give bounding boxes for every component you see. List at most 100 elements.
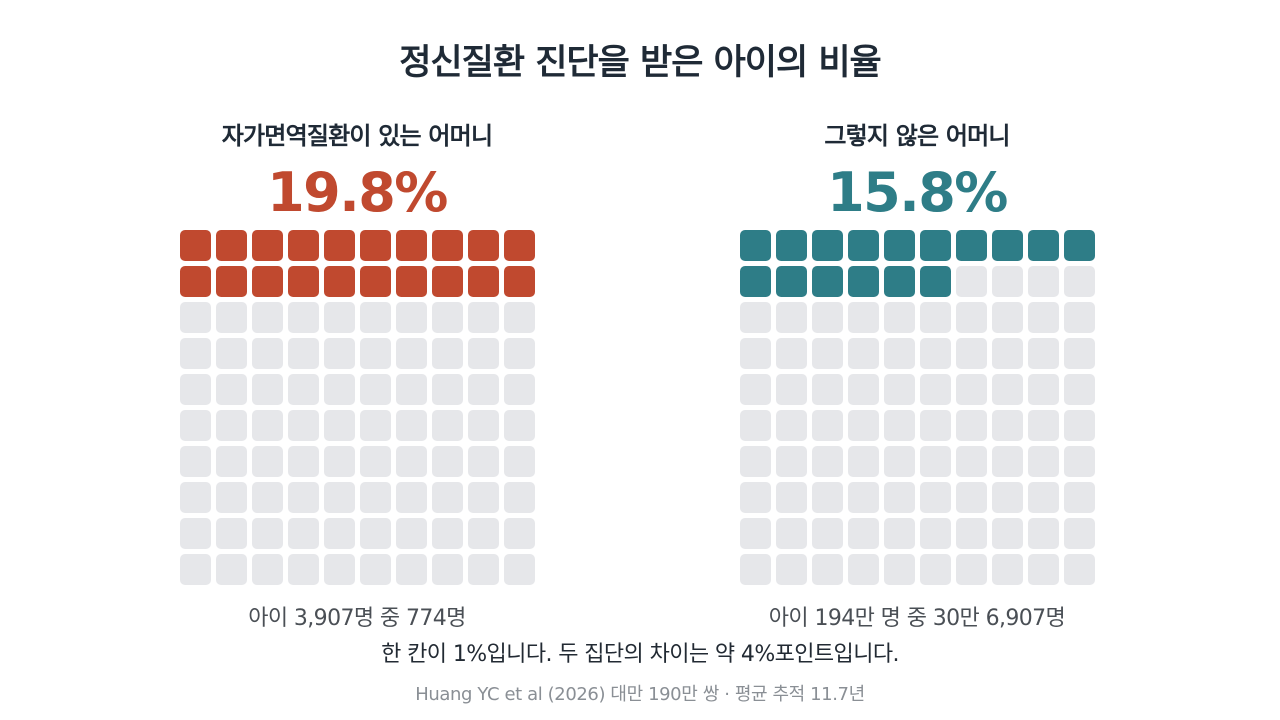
waffle-cell-empty <box>468 338 499 369</box>
waffle-cell-empty <box>992 374 1023 405</box>
waffle-cell-empty <box>1064 338 1095 369</box>
waffle-cell-empty <box>180 302 211 333</box>
waffle-cell-empty <box>1028 374 1059 405</box>
waffle-cell-empty <box>432 518 463 549</box>
waffle-cell-empty <box>848 338 879 369</box>
waffle-cell-filled <box>884 266 915 297</box>
waffle-cell-empty <box>216 302 247 333</box>
waffle-cell-empty <box>468 446 499 477</box>
waffle-cell-empty <box>920 446 951 477</box>
waffle-cell-empty <box>288 446 319 477</box>
waffle-cell-empty <box>468 482 499 513</box>
waffle-cell-filled <box>956 230 987 261</box>
count-label: 아이 194만 명 중 30만 6,907명 <box>768 606 1066 631</box>
waffle-cell-empty <box>216 482 247 513</box>
waffle-cell-empty <box>324 482 355 513</box>
waffle-grid <box>180 230 536 586</box>
waffle-cell-empty <box>956 338 987 369</box>
waffle-cell-empty <box>884 410 915 441</box>
waffle-cell-empty <box>740 410 771 441</box>
waffle-cell-empty <box>740 482 771 513</box>
waffle-cell-empty <box>1064 410 1095 441</box>
waffle-cell-empty <box>360 554 391 585</box>
waffle-cell-empty <box>956 482 987 513</box>
waffle-cell-empty <box>324 410 355 441</box>
waffle-cell-empty <box>468 410 499 441</box>
waffle-cell-empty <box>180 554 211 585</box>
waffle-cell-empty <box>956 554 987 585</box>
waffle-cell-empty <box>1064 446 1095 477</box>
waffle-cell-filled <box>884 230 915 261</box>
waffle-cell-filled <box>288 230 319 261</box>
waffle-cell-empty <box>1064 554 1095 585</box>
waffle-cell-empty <box>216 410 247 441</box>
waffle-cell-empty <box>740 338 771 369</box>
waffle-cell-empty <box>468 518 499 549</box>
percent-label: 15.8% <box>827 161 1008 224</box>
waffle-cell-empty <box>884 338 915 369</box>
waffle-cell-empty <box>992 482 1023 513</box>
waffle-cell-empty <box>1064 302 1095 333</box>
waffle-cell-empty <box>956 446 987 477</box>
waffle-cell-filled <box>396 266 427 297</box>
waffle-cell-empty <box>956 266 987 297</box>
waffle-cell-empty <box>504 554 535 585</box>
waffle-cell-empty <box>812 338 843 369</box>
waffle-cell-empty <box>1064 518 1095 549</box>
waffle-cell-empty <box>360 518 391 549</box>
waffle-cell-empty <box>740 518 771 549</box>
waffle-cell-empty <box>432 554 463 585</box>
waffle-panel-control: 그렇지 않은 어머니 15.8% 아이 194만 명 중 30만 6,907명 <box>707 116 1127 631</box>
group-label: 자가면역질환이 있는 어머니 <box>221 122 493 150</box>
waffle-cell-empty <box>1028 446 1059 477</box>
waffle-cell-empty <box>776 554 807 585</box>
waffle-cell-filled <box>812 230 843 261</box>
waffle-cell-empty <box>884 518 915 549</box>
waffle-cell-empty <box>992 338 1023 369</box>
waffle-cell-filled <box>848 230 879 261</box>
waffle-cell-empty <box>848 446 879 477</box>
waffle-cell-empty <box>360 374 391 405</box>
waffle-cell-empty <box>1028 554 1059 585</box>
waffle-cell-filled <box>920 266 951 297</box>
waffle-cell-empty <box>360 302 391 333</box>
waffle-cell-empty <box>252 302 283 333</box>
waffle-cell-empty <box>468 554 499 585</box>
waffle-cell-empty <box>432 374 463 405</box>
waffle-cell-empty <box>396 446 427 477</box>
waffle-cell-empty <box>252 446 283 477</box>
waffle-cell-empty <box>848 554 879 585</box>
waffle-cell-empty <box>432 482 463 513</box>
waffle-cell-empty <box>920 302 951 333</box>
waffle-cell-empty <box>992 554 1023 585</box>
waffle-cell-empty <box>1064 374 1095 405</box>
waffle-cell-empty <box>992 266 1023 297</box>
waffle-cell-empty <box>504 518 535 549</box>
waffle-cell-filled <box>180 266 211 297</box>
waffle-cell-empty <box>848 374 879 405</box>
waffle-grid <box>740 230 1096 586</box>
waffle-cell-empty <box>360 482 391 513</box>
waffle-cell-empty <box>776 518 807 549</box>
waffle-cell-empty <box>812 374 843 405</box>
waffle-cell-filled <box>216 230 247 261</box>
waffle-cell-filled <box>740 266 771 297</box>
waffle-cell-empty <box>216 338 247 369</box>
waffle-cell-empty <box>216 554 247 585</box>
waffle-cell-empty <box>956 302 987 333</box>
waffle-cell-filled <box>216 266 247 297</box>
waffle-cell-filled <box>252 266 283 297</box>
waffle-cell-empty <box>956 410 987 441</box>
waffle-cell-empty <box>288 518 319 549</box>
waffle-cell-empty <box>180 446 211 477</box>
waffle-cell-empty <box>776 446 807 477</box>
waffle-cell-empty <box>812 446 843 477</box>
waffle-cell-empty <box>252 410 283 441</box>
waffle-cell-empty <box>992 518 1023 549</box>
waffle-cell-empty <box>1028 482 1059 513</box>
waffle-cell-empty <box>504 446 535 477</box>
waffle-cell-empty <box>1028 518 1059 549</box>
waffle-cell-empty <box>920 374 951 405</box>
waffle-cell-empty <box>884 482 915 513</box>
waffle-cell-filled <box>992 230 1023 261</box>
